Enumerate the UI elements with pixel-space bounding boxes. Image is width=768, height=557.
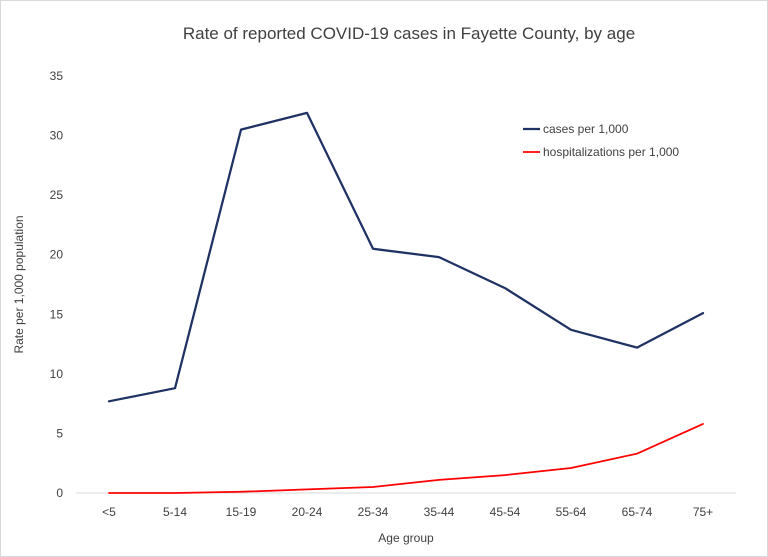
- x-tick-label: 15-19: [226, 505, 257, 519]
- x-tick-label: 20-24: [292, 505, 323, 519]
- legend: cases per 1,000 hospitalizations per 1,00…: [523, 122, 679, 159]
- x-axis-label: Age group: [378, 531, 434, 545]
- chart-title: Rate of reported COVID-19 cases in Fayet…: [183, 24, 635, 43]
- y-tick-label: 5: [56, 426, 63, 440]
- x-tick-label: <5: [102, 505, 116, 519]
- y-tick-label: 15: [50, 307, 64, 321]
- x-tick-label: 35-44: [424, 505, 455, 519]
- y-tick-label: 30: [50, 129, 64, 143]
- x-tick-label: 5-14: [163, 505, 187, 519]
- x-tick-label: 55-64: [556, 505, 587, 519]
- y-tick-label: 10: [50, 367, 64, 381]
- y-tick-label: 25: [50, 188, 64, 202]
- x-tick-label: 65-74: [622, 505, 653, 519]
- legend-label-hospitalizations: hospitalizations per 1,000: [543, 145, 679, 159]
- y-tick-label: 35: [50, 69, 64, 83]
- legend-label-cases: cases per 1,000: [543, 122, 629, 136]
- y-tick-label: 0: [56, 486, 63, 500]
- y-axis-ticks: 0 5 10 15 20 25 30 35: [50, 69, 64, 500]
- series-line-hospitalizations: [108, 423, 704, 494]
- y-axis-label: Rate per 1,000 population: [12, 215, 26, 353]
- x-tick-label: 75+: [693, 505, 713, 519]
- series-line-cases: [107, 111, 705, 403]
- x-tick-label: 25-34: [358, 505, 389, 519]
- y-tick-label: 20: [50, 248, 64, 262]
- x-tick-label: 45-54: [490, 505, 521, 519]
- x-axis-ticks: <5 5-14 15-19 20-24 25-34 35-44 45-54 55-64 65-7…: [102, 505, 713, 519]
- series-lines: [107, 111, 705, 494]
